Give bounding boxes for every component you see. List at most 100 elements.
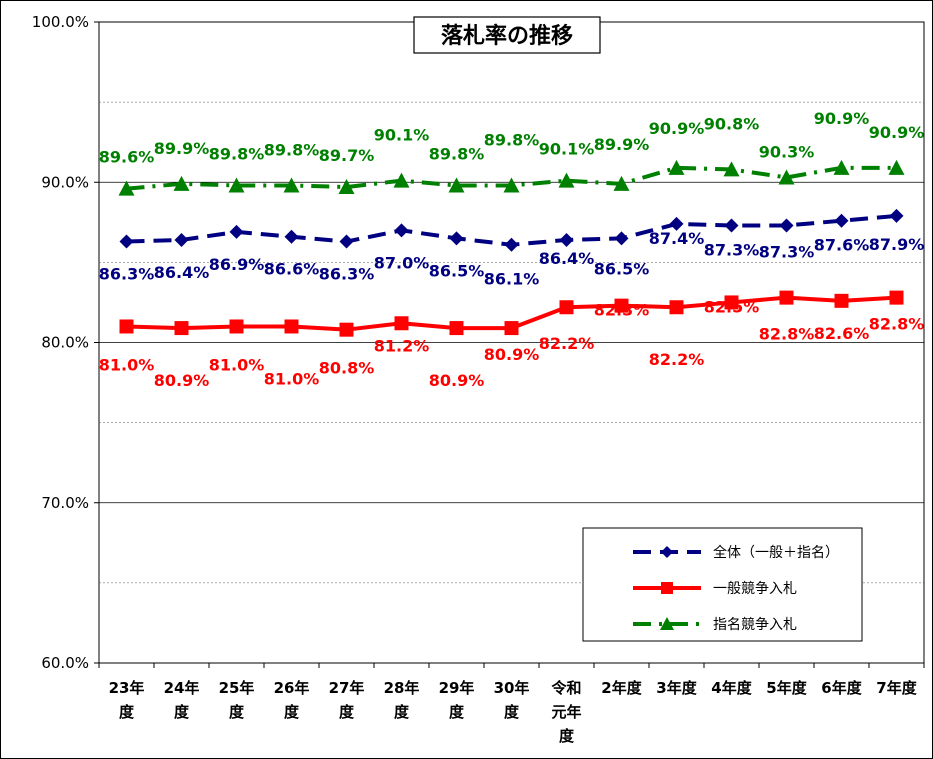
data-label: 81.0% (99, 355, 155, 374)
square-marker (229, 319, 244, 334)
diamond-marker (724, 218, 739, 233)
triangle-marker (668, 159, 685, 175)
legend-entry: 一般競争入札 (633, 581, 797, 597)
diamond-marker (889, 208, 904, 223)
legend-label: 全体（一般＋指名） (713, 544, 839, 561)
data-label: 82.6% (814, 324, 870, 343)
diamond-marker (661, 546, 673, 558)
data-label: 81.2% (374, 336, 430, 355)
data-label: 86.3% (99, 265, 155, 284)
x-tick-label: 28年度 (384, 679, 420, 721)
diamond-marker (119, 234, 134, 249)
series-2 (119, 290, 904, 337)
x-tick-label: 29年度 (439, 679, 475, 721)
axes: 60.0% 70.0% 80.0% 90.0% 100.0% 23年度 24年度 25年度 26… (32, 13, 925, 745)
x-tick-label: 6年度 (821, 679, 862, 697)
diamond-marker (174, 232, 189, 247)
data-label: 86.9% (209, 255, 265, 274)
triangle-marker (173, 175, 190, 191)
diamond-marker (394, 223, 409, 238)
data-label: 86.4% (154, 263, 210, 282)
data-label: 90.8% (704, 114, 760, 133)
triangle-marker (448, 177, 465, 193)
diamond-marker (614, 231, 629, 246)
data-label: 80.9% (484, 345, 540, 364)
data-label: 81.0% (209, 355, 265, 374)
diamond-marker (834, 213, 849, 228)
triangle-marker (393, 172, 410, 188)
data-label: 80.9% (154, 371, 210, 390)
data-label: 89.9% (154, 139, 210, 158)
data-label: 89.8% (484, 130, 540, 149)
chart-title: 落札率の推移 (441, 23, 573, 49)
triangle-marker (888, 159, 905, 175)
square-marker (394, 316, 409, 331)
data-label: 80.9% (429, 371, 485, 390)
triangle-marker (613, 175, 630, 191)
square-marker (614, 298, 629, 313)
data-label: 89.8% (209, 144, 265, 163)
data-label: 82.3% (594, 301, 650, 320)
x-tick-label: 25年度 (219, 679, 255, 721)
data-label: 82.2% (539, 334, 595, 353)
data-label: 80.8% (319, 359, 375, 378)
data-label: 89.7% (319, 146, 375, 165)
data-label: 90.9% (814, 109, 870, 128)
square-marker (724, 295, 739, 310)
square-marker (669, 300, 684, 315)
diamond-marker (504, 237, 519, 252)
data-label: 86.1% (484, 270, 540, 289)
y-tick-label: 70.0% (41, 494, 89, 512)
square-marker (559, 300, 574, 315)
diamond-marker (339, 234, 354, 249)
triangle-marker (503, 177, 520, 193)
data-label: 81.0% (264, 369, 320, 388)
data-label: 82.8% (759, 325, 815, 344)
data-labels: 86.3% 86.4% 86.9% 86.6% 86.3%87.0% 86.5% 86.1%… (99, 109, 925, 390)
square-marker (889, 290, 904, 305)
chart-title-box: 落札率の推移 (413, 16, 601, 54)
series-1 (119, 208, 904, 252)
triangle-marker (228, 177, 245, 193)
square-marker (339, 322, 354, 337)
data-label: 89.6% (99, 148, 155, 167)
data-label: 87.3% (759, 243, 815, 262)
data-label: 87.6% (814, 236, 870, 255)
data-label: 82.5% (704, 297, 760, 316)
triangle-marker (118, 180, 135, 196)
triangle-marker (833, 159, 850, 175)
legend-entry: 指名競争入札 (633, 617, 797, 633)
y-tick-label: 80.0% (41, 334, 89, 352)
square-marker (661, 582, 673, 594)
square-marker (504, 321, 519, 336)
square-marker (119, 319, 134, 334)
data-label: 86.4% (539, 249, 595, 268)
diamond-marker (229, 224, 244, 239)
triangle-marker (723, 161, 740, 177)
legend-label: 指名競争入札 (713, 617, 797, 633)
data-label: 89.8% (429, 144, 485, 163)
y-tick-label: 100.0% (32, 13, 89, 31)
data-label: 82.2% (649, 350, 705, 369)
x-tick-label: 4年度 (711, 679, 752, 697)
square-marker (779, 290, 794, 305)
data-label: 89.9% (594, 135, 650, 154)
data-label: 90.1% (539, 140, 595, 159)
data-label: 86.3% (319, 265, 375, 284)
legend-label: 一般競争入札 (713, 581, 797, 597)
x-tick-label: 5年度 (766, 679, 807, 697)
diamond-marker (284, 229, 299, 244)
triangle-marker (660, 617, 674, 630)
x-tick-label: 30年度 (494, 679, 530, 721)
data-label: 86.6% (264, 260, 320, 279)
x-tick-label: 2年度 (601, 679, 642, 697)
legend-entry: 全体（一般＋指名） (633, 544, 839, 561)
data-label: 89.8% (264, 140, 320, 159)
series-3 (118, 159, 905, 196)
data-label: 87.4% (649, 229, 705, 248)
square-marker (174, 321, 189, 336)
diamond-marker (669, 216, 684, 231)
